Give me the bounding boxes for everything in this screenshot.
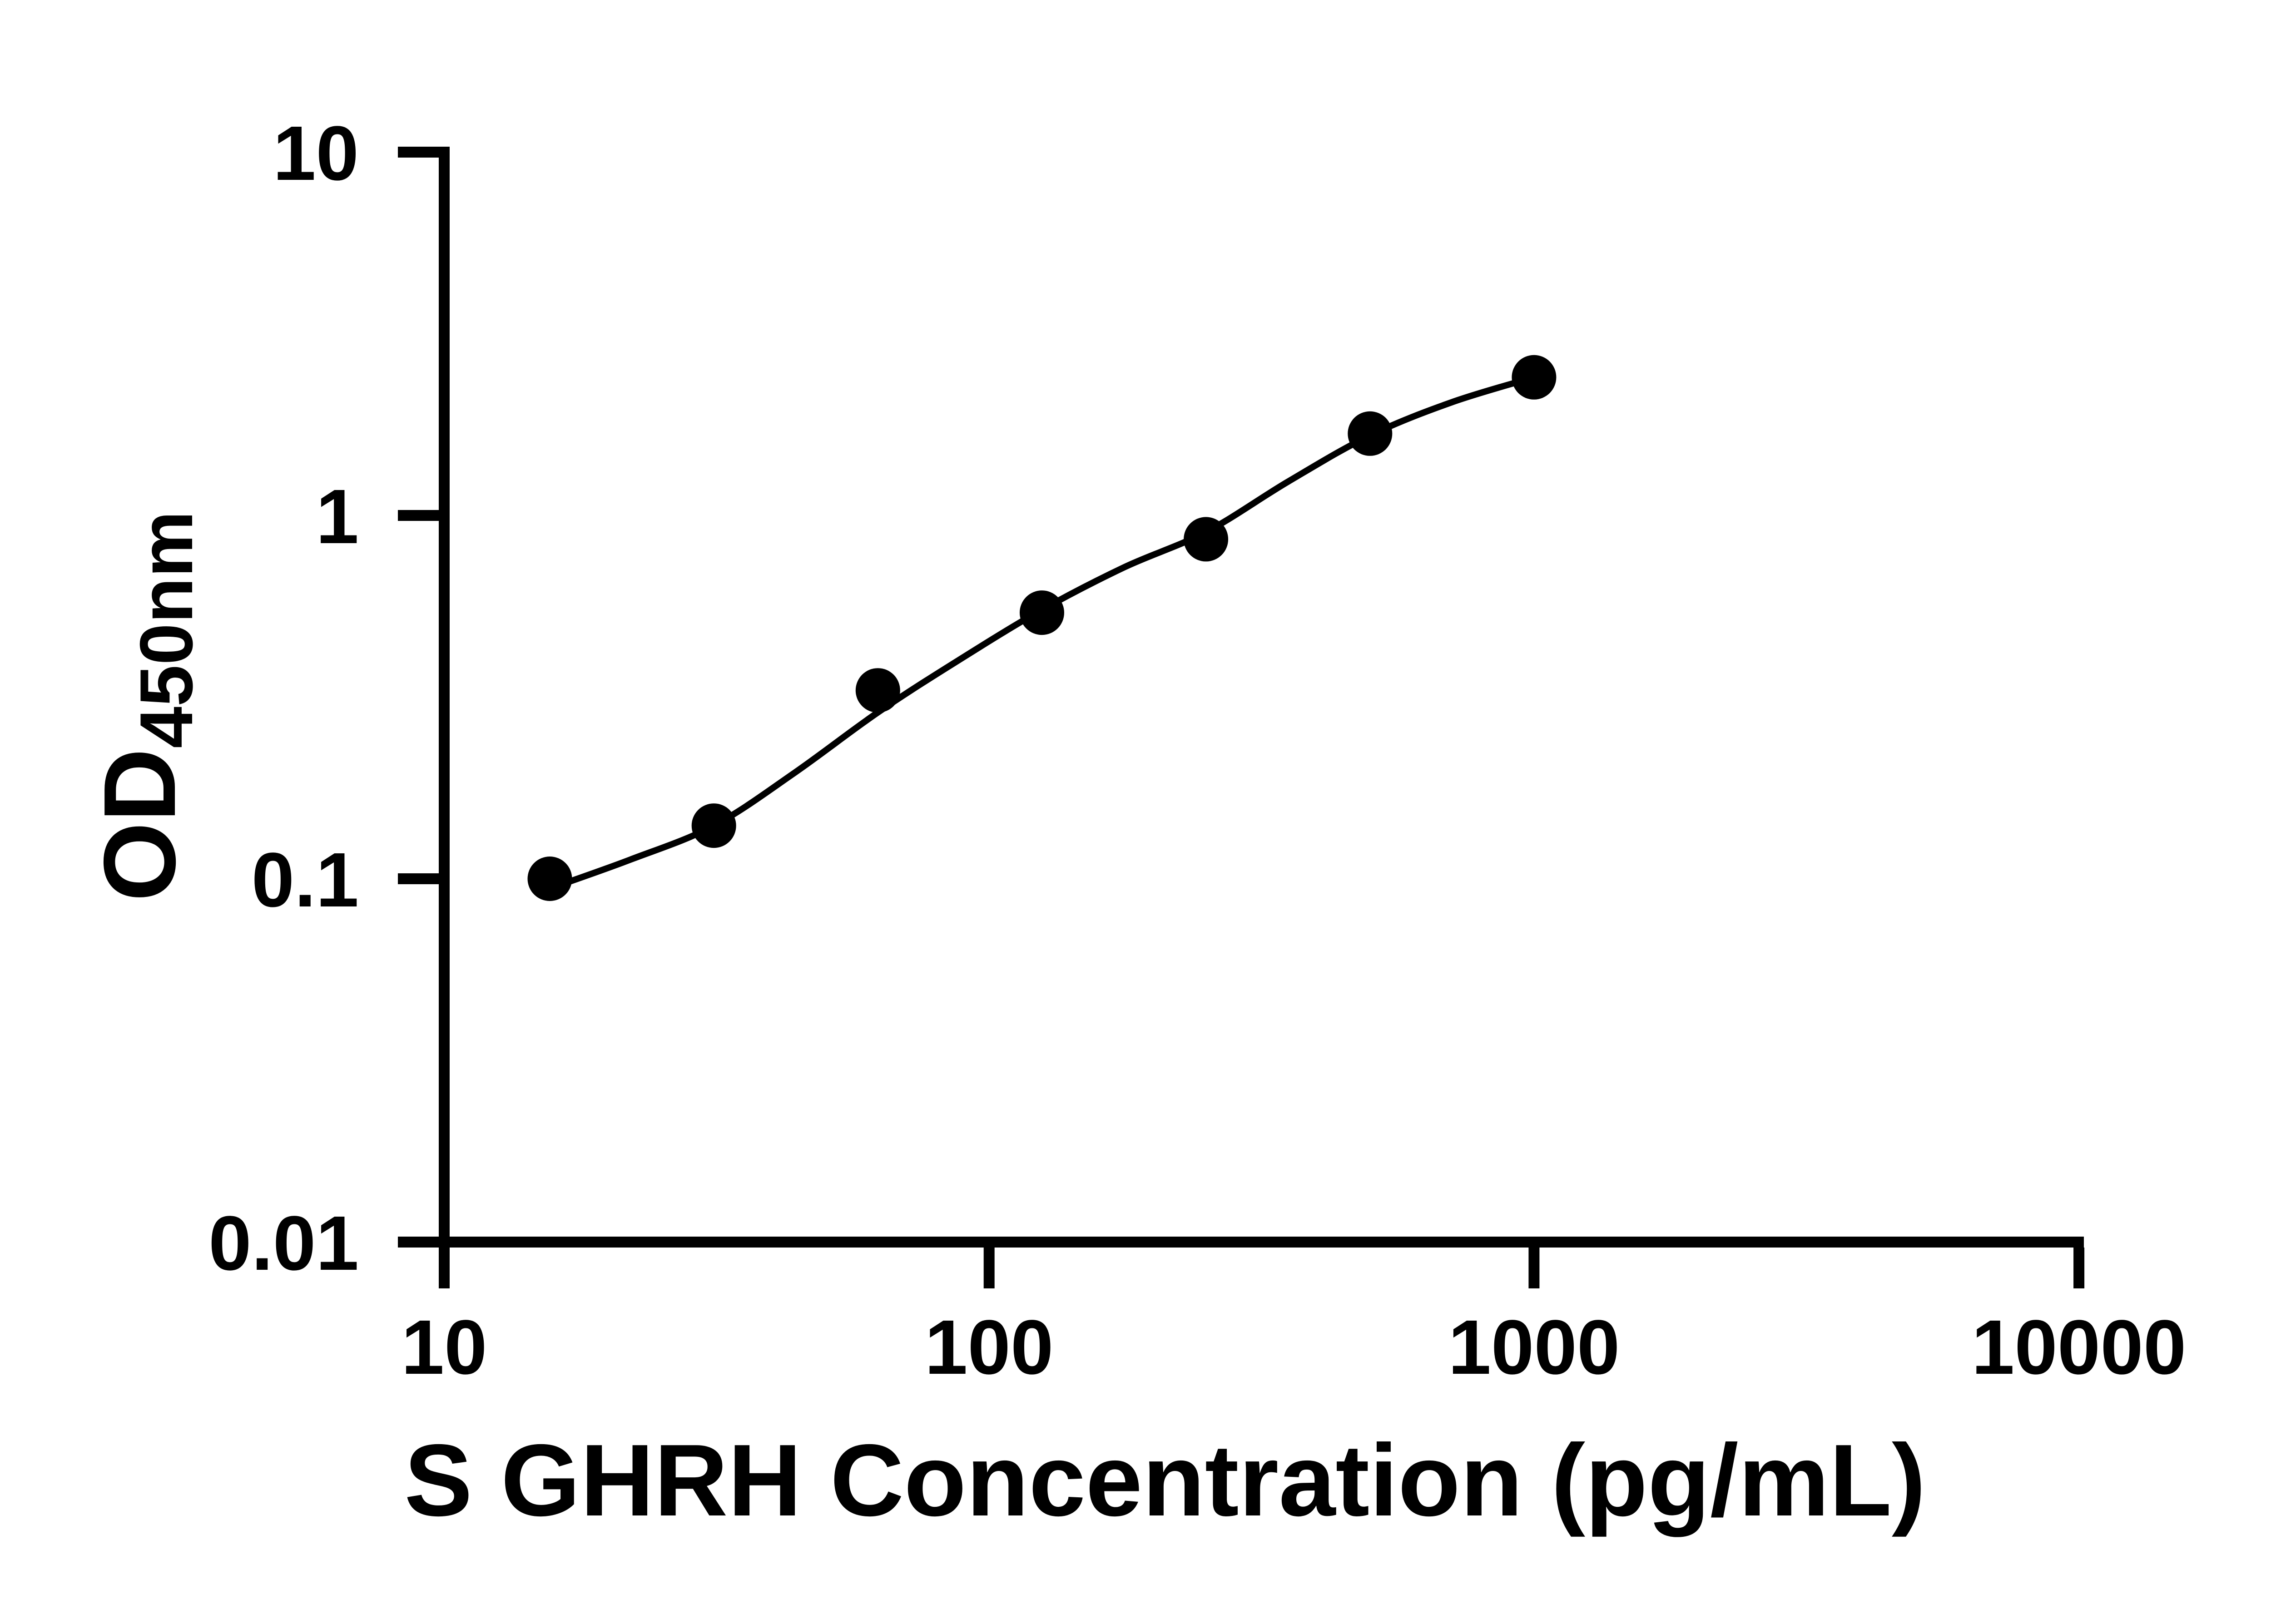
x-axis-title: S GHRH Concentration (pg/mL) (404, 1423, 1926, 1537)
data-point (1512, 355, 1557, 400)
y-tick (398, 147, 439, 158)
y-tick-label: 0.1 (252, 837, 359, 923)
tick-labels: 10 1 0.1 0.01 10 100 1000 10000 (208, 110, 2186, 1391)
x-tick-label: 1000 (1448, 1304, 1620, 1391)
x-tick-label: 10 (401, 1304, 487, 1391)
data-point (1184, 517, 1229, 562)
y-tick (398, 873, 439, 884)
x-axis-line (439, 1237, 2084, 1248)
x-tick (2073, 1248, 2085, 1288)
x-tick (1528, 1248, 1540, 1288)
y-axis-title-subscript: 450nm (124, 511, 208, 748)
data-point (527, 857, 572, 901)
axes (439, 147, 2084, 1288)
y-tick-label: 10 (273, 110, 359, 197)
x-tick-label: 100 (925, 1304, 1054, 1391)
axis-ticks (398, 147, 2085, 1288)
data-points-layer (527, 355, 1557, 901)
y-axis-title-main: OD (82, 748, 197, 902)
y-tick-label: 1 (316, 474, 359, 560)
y-axis-line (439, 147, 450, 1288)
data-point (855, 668, 900, 713)
y-tick (398, 510, 439, 521)
x-tick (983, 1248, 995, 1288)
data-point (1020, 590, 1064, 635)
data-point (1348, 411, 1393, 456)
x-tick-label: 10000 (1972, 1304, 2187, 1391)
x-tick (439, 1248, 450, 1288)
y-tick (398, 1237, 439, 1248)
y-axis-title: OD450nm (82, 511, 208, 901)
y-tick-label: 0.01 (208, 1200, 359, 1287)
data-point (691, 803, 736, 848)
